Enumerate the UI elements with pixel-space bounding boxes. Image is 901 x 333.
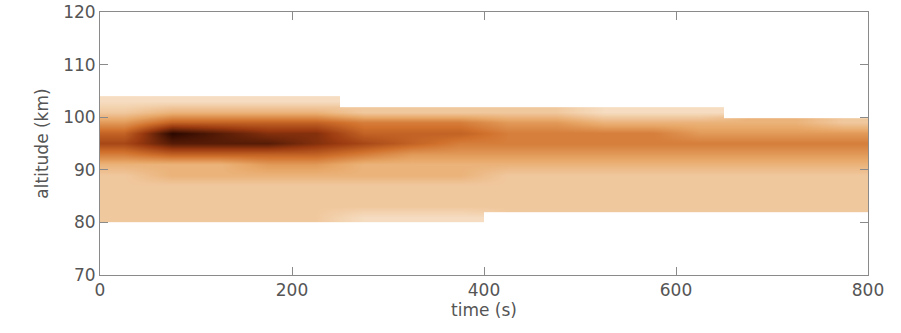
svg-text:altitude (km): altitude (km) [32, 88, 52, 198]
svg-text:0: 0 [95, 280, 106, 300]
svg-text:80: 80 [74, 212, 96, 232]
svg-text:100: 100 [63, 107, 95, 127]
svg-text:200: 200 [276, 280, 308, 300]
svg-text:70: 70 [74, 265, 96, 285]
svg-text:400: 400 [468, 280, 500, 300]
svg-text:800: 800 [852, 280, 884, 300]
svg-text:120: 120 [63, 2, 95, 22]
svg-text:time (s): time (s) [451, 300, 517, 320]
svg-text:600: 600 [660, 280, 692, 300]
svg-text:90: 90 [74, 160, 96, 180]
svg-text:110: 110 [63, 55, 95, 75]
